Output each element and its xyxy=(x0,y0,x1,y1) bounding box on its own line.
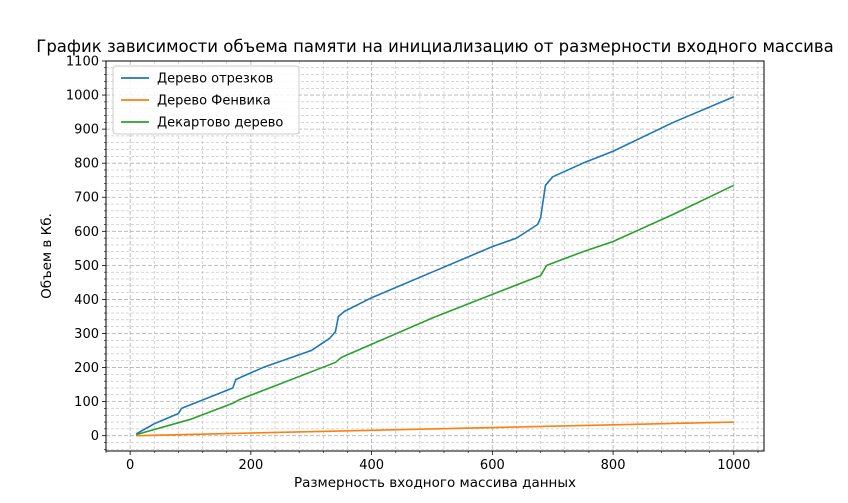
y-tick-label: 600 xyxy=(74,225,99,240)
legend-label-2: Дерево Фенвика xyxy=(157,94,271,109)
y-tick-label: 0 xyxy=(91,429,99,444)
chart-title: График зависимости объема памяти на иниц… xyxy=(36,37,834,56)
x-tick-label: 0 xyxy=(126,458,134,473)
y-tick-label: 200 xyxy=(74,361,99,376)
y-tick-label: 1100 xyxy=(66,55,99,70)
y-axis-label: Объем в Кб. xyxy=(39,213,55,299)
legend-box xyxy=(112,65,300,135)
y-tick-label: 100 xyxy=(74,395,99,410)
x-tick-label: 200 xyxy=(238,458,263,473)
axis-ticks: 0 200 400 600 800 1000 0 100 200 300 400 500 600 700 8… xyxy=(66,55,759,473)
x-tick-label: 800 xyxy=(601,458,626,473)
y-tick-label: 500 xyxy=(74,259,99,274)
y-tick-label: 700 xyxy=(74,191,99,206)
x-axis-label: Размерность входного массива данных xyxy=(294,475,576,491)
x-tick-label: 400 xyxy=(359,458,384,473)
y-tick-label: 1000 xyxy=(66,89,99,104)
legend-label-1: Дерево отрезков xyxy=(157,72,273,87)
y-tick-label: 900 xyxy=(74,123,99,138)
series-line-3 xyxy=(135,184,735,436)
legend: Дерево отрезков Дерево Фенвика Декартово д… xyxy=(112,65,300,135)
series-line-1 xyxy=(135,96,735,435)
series-line-2 xyxy=(136,421,734,437)
series-layer xyxy=(135,96,735,437)
x-tick-label: 600 xyxy=(480,458,505,473)
plot-area-frame xyxy=(105,60,765,452)
y-tick-label: 300 xyxy=(74,327,99,342)
y-tick-label: 800 xyxy=(74,157,99,172)
y-tick-label: 400 xyxy=(74,293,99,308)
x-tick-label: 1000 xyxy=(717,458,750,473)
legend-label-3: Декартово дерево xyxy=(157,116,283,131)
